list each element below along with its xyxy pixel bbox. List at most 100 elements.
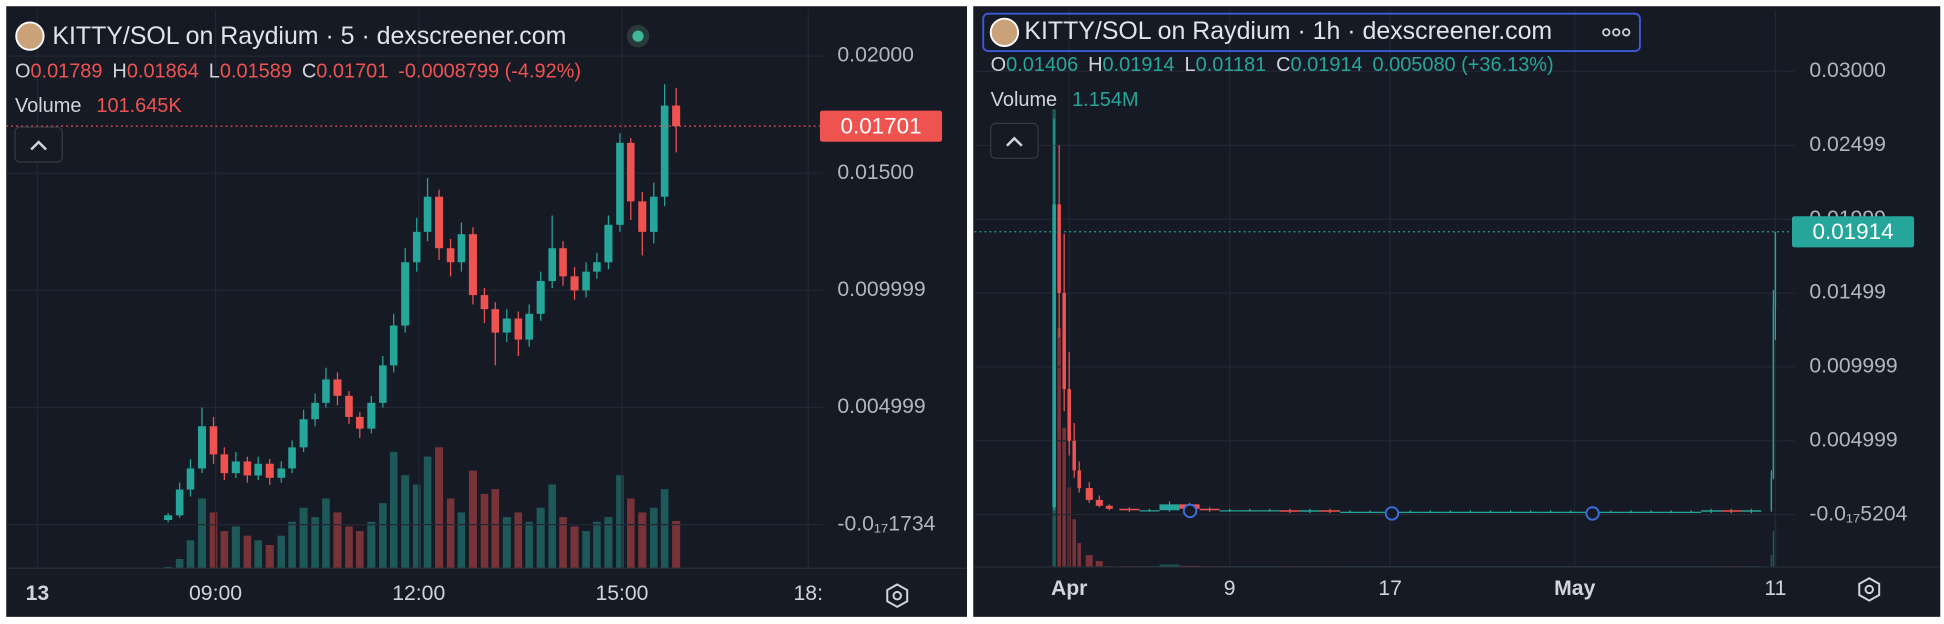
volume-bar xyxy=(672,520,681,569)
more-icon[interactable] xyxy=(1602,28,1631,37)
candle-body xyxy=(1077,470,1081,489)
ohlc-legend: O0.01406 H0.01914 L0.01181 C0.01914 0.005080… xyxy=(991,54,1554,76)
chart-title: KITTY/SOL on Raydium · 1h · dexscreener.… xyxy=(1024,17,1552,45)
candle-body xyxy=(604,224,613,263)
ohlc-key: L xyxy=(209,61,220,83)
ohlc-key: O xyxy=(991,54,1006,76)
x-tick-label: 13 xyxy=(26,582,50,605)
volume-bar xyxy=(379,503,387,569)
volume-bar xyxy=(1772,531,1775,568)
ohlc-key: H xyxy=(1088,54,1102,76)
ohlc-value: 0.01701 xyxy=(316,61,388,83)
candle-body xyxy=(1741,510,1762,512)
candle-body xyxy=(1299,510,1320,512)
volume-bar xyxy=(356,531,364,569)
candle-body xyxy=(367,402,376,429)
ohlc-key: H xyxy=(112,61,126,83)
candle-body xyxy=(525,313,533,340)
candle-body xyxy=(1360,511,1381,513)
candle-body xyxy=(1661,511,1682,513)
volume-bar xyxy=(1085,555,1093,568)
volume-bar xyxy=(1159,564,1180,568)
status-dot xyxy=(632,30,644,42)
volume-bar xyxy=(514,512,523,569)
ohlc-key: O xyxy=(15,61,30,83)
candle-body xyxy=(616,142,624,225)
y-tick-label: 0.01500 xyxy=(837,161,914,184)
candle-body xyxy=(1239,510,1260,512)
candle-body xyxy=(593,262,601,272)
volume-bar xyxy=(1077,543,1081,568)
volume-bar xyxy=(559,517,567,569)
last-price-label: 0.01701 xyxy=(840,113,921,138)
y-tick-label: 0.004999 xyxy=(1809,428,1897,451)
overlay-layer: 0.01701 KITTY/SOL on Raydium · 5 · dexscr… xyxy=(6,17,1915,248)
y-tick-label: 0.02499 xyxy=(1809,133,1886,156)
candle-body xyxy=(311,402,319,420)
candle-body xyxy=(254,463,263,476)
collapse-button[interactable] xyxy=(990,122,1039,159)
volume-bar xyxy=(333,512,342,569)
candle-body xyxy=(265,463,274,478)
volume-bar xyxy=(231,526,240,569)
volume-bar xyxy=(311,517,319,569)
candle-body xyxy=(548,248,556,282)
title-focus-box[interactable] xyxy=(982,12,1641,53)
candle-body xyxy=(423,196,432,232)
volume-bar xyxy=(570,526,579,569)
candle-body xyxy=(288,447,296,469)
candle-body xyxy=(231,461,240,474)
candle-body xyxy=(1219,510,1240,512)
candle-body xyxy=(164,515,173,520)
x-tick-label: 15:00 xyxy=(595,582,648,605)
ohlc-change: -0.0008799 (-4.92%) xyxy=(398,61,581,83)
candle-body xyxy=(491,309,500,333)
token-logo xyxy=(989,17,1020,48)
volume-bar xyxy=(457,512,466,569)
volume-bar xyxy=(548,484,556,569)
candle-body xyxy=(1460,511,1481,513)
candle-body xyxy=(1500,511,1521,513)
candle-body xyxy=(1770,477,1773,511)
candle-body xyxy=(502,318,511,333)
ohlc-value: 0.01181 xyxy=(1196,54,1267,76)
volume-key: Volume xyxy=(991,89,1057,111)
candle-body xyxy=(1119,508,1140,511)
candle-body xyxy=(1440,511,1461,513)
settings-icon[interactable] xyxy=(1858,577,1881,602)
candle-body xyxy=(650,196,658,232)
candle-body xyxy=(446,248,455,263)
candle-body xyxy=(1085,488,1093,500)
candle-body xyxy=(1095,499,1103,506)
ohlc-value: 0.01914 xyxy=(1291,54,1363,76)
candle-body xyxy=(197,426,207,469)
x-tick-label: 12:00 xyxy=(392,582,445,605)
candle-body xyxy=(660,105,669,197)
candle-body xyxy=(1259,510,1280,512)
candle-body xyxy=(1600,511,1621,513)
volume-bar xyxy=(536,507,545,569)
collapse-button[interactable] xyxy=(14,126,63,163)
volume-bar xyxy=(1057,328,1061,568)
settings-icon[interactable] xyxy=(886,583,909,609)
candle-body xyxy=(1681,511,1702,513)
ohlc-value: 0.01789 xyxy=(30,61,102,83)
y-tick-label: 0.009999 xyxy=(837,278,925,301)
y-tick-label: 0.01499 xyxy=(1809,281,1886,304)
candle-body xyxy=(1560,511,1581,513)
ohlc-key: C xyxy=(1276,54,1290,76)
volume-bar xyxy=(209,512,218,569)
ohlc-key: C xyxy=(302,61,316,83)
ohlc-value: 0.01406 xyxy=(1006,54,1078,76)
candle-body xyxy=(1420,511,1441,513)
volume-bar xyxy=(582,531,590,569)
x-tick-label: 17 xyxy=(1378,577,1402,600)
volume-bar xyxy=(322,498,330,569)
volume-legend: Volume 101.645K xyxy=(15,95,182,117)
volume-bar xyxy=(626,498,635,569)
y-tick-label: 0.004999 xyxy=(837,395,925,418)
candle-body xyxy=(175,489,184,516)
volume-bar xyxy=(480,493,489,569)
